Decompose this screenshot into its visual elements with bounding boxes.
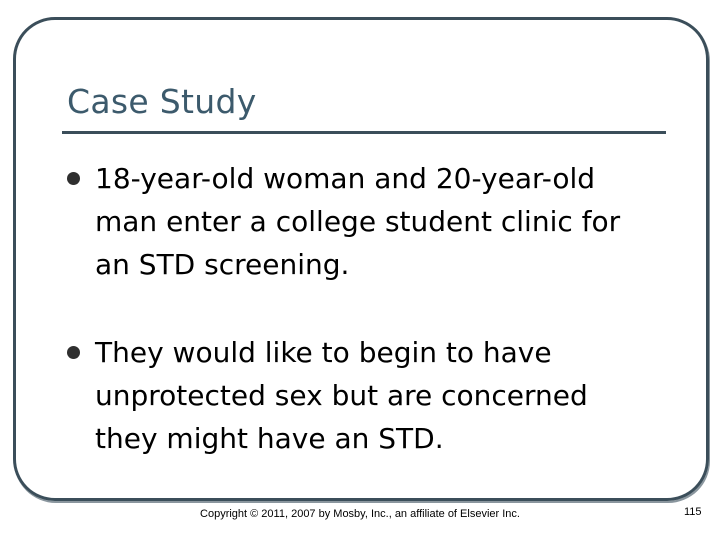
- bullet-text: They would like to begin to have unprote…: [95, 336, 588, 455]
- copyright: Copyright © 2011, 2007 by Mosby, Inc., a…: [200, 508, 520, 520]
- bullet-marker: [67, 346, 80, 359]
- page-number: 115: [684, 506, 702, 518]
- title-rule: [62, 131, 666, 134]
- bullet-text: 18-year-old woman and 20-year-old man en…: [95, 162, 621, 281]
- slide-frame: [13, 17, 709, 501]
- bullet-marker: [67, 172, 80, 185]
- slide-title: Case Study: [67, 82, 257, 121]
